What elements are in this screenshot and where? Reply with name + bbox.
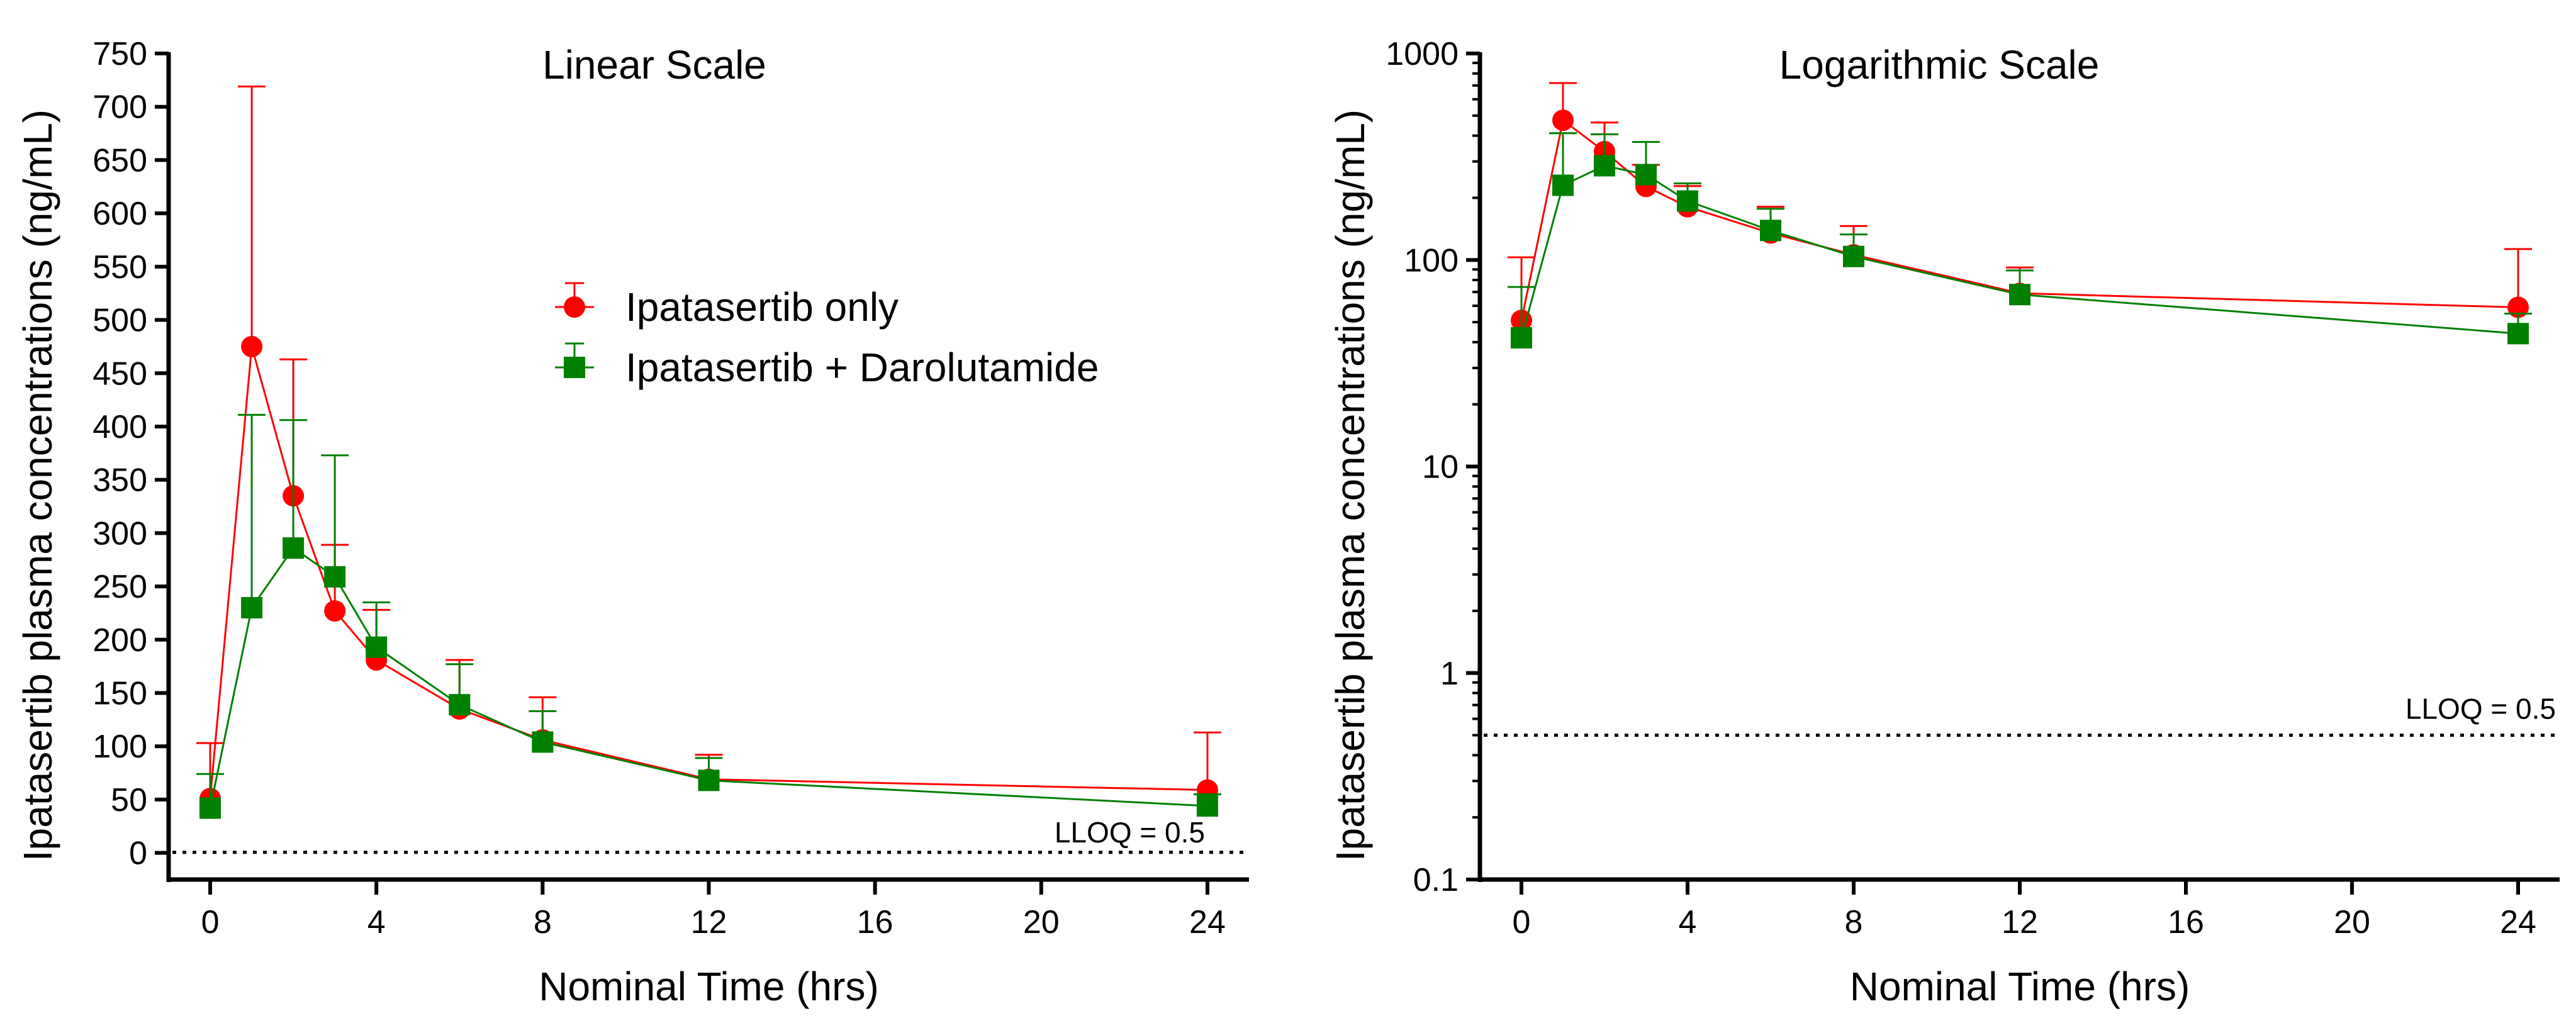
data-point bbox=[324, 566, 346, 588]
legend-label: Ipatasertib + Darolutamide bbox=[625, 345, 1099, 390]
x-axis-title: Nominal Time (hrs) bbox=[1850, 964, 2190, 1009]
x-tick-label: 0 bbox=[1513, 904, 1531, 941]
y-tick-label: 550 bbox=[92, 249, 147, 286]
data-point bbox=[449, 694, 471, 716]
y-tick-label: 0.1 bbox=[1413, 862, 1459, 898]
x-tick-label: 8 bbox=[1845, 904, 1863, 941]
x-tick-label: 8 bbox=[534, 904, 552, 941]
data-point bbox=[532, 731, 554, 753]
y-tick-label: 250 bbox=[92, 569, 147, 605]
x-axis-title: Nominal Time (hrs) bbox=[539, 964, 879, 1009]
data-point bbox=[241, 596, 263, 618]
x-tick-label: 4 bbox=[1679, 904, 1697, 941]
x-tick-label: 20 bbox=[1023, 904, 1060, 941]
lloq-label: LLOQ = 0.5 bbox=[1055, 816, 1205, 849]
data-point bbox=[199, 797, 221, 819]
y-tick-label: 350 bbox=[92, 462, 147, 499]
y-tick-label: 50 bbox=[111, 782, 147, 818]
series-line bbox=[209, 346, 1208, 799]
data-point bbox=[366, 636, 388, 658]
x-tick-label: 16 bbox=[2168, 904, 2204, 941]
x-tick-label: 16 bbox=[857, 904, 893, 941]
series-line bbox=[1520, 164, 2519, 338]
y-tick-label: 100 bbox=[1404, 242, 1459, 279]
x-tick-label: 20 bbox=[2334, 904, 2370, 941]
lloq-label: LLOQ = 0.5 bbox=[2405, 693, 2556, 725]
y-tick-label: 100 bbox=[92, 729, 147, 765]
y-tick-label: 450 bbox=[92, 355, 147, 392]
x-tick-label: 12 bbox=[691, 904, 727, 941]
y-tick-label: 400 bbox=[92, 409, 147, 445]
y-tick-label: 500 bbox=[92, 303, 147, 339]
y-tick-label: 750 bbox=[92, 36, 147, 72]
panel-title: Logarithmic Scale bbox=[1779, 42, 2100, 87]
y-tick-label: 1000 bbox=[1386, 36, 1459, 72]
data-point bbox=[1843, 245, 1864, 267]
data-point bbox=[1552, 174, 1574, 196]
x-tick-label: 0 bbox=[201, 904, 220, 941]
data-point bbox=[1552, 109, 1574, 131]
y-tick-label: 600 bbox=[92, 196, 147, 232]
linear-scale-panel: 0501001502002503003504004505005506006507… bbox=[15, 36, 1249, 1009]
data-point bbox=[2507, 323, 2529, 345]
y-tick-label: 650 bbox=[92, 142, 147, 179]
series-ipatasertib-darolutamide bbox=[1508, 132, 2532, 349]
data-point bbox=[1677, 190, 1698, 212]
x-tick-label: 12 bbox=[2002, 904, 2038, 941]
data-point bbox=[2009, 284, 2030, 306]
log-scale-panel: 0.1 1 10 100 1000 0 4 8 12 16 20 24 Nominal Time (hr… bbox=[1328, 36, 2560, 1009]
x-tick-label: 24 bbox=[1189, 904, 1226, 941]
legend: Ipatasertib only Ipatasertib + Darolutami… bbox=[555, 282, 1099, 390]
legend-label: Ipatasertib only bbox=[625, 284, 899, 330]
data-point bbox=[698, 769, 720, 791]
y-axis-title: Ipatasertib plasma concentrations (ng/mL… bbox=[1328, 109, 1373, 861]
y-axis-title: Ipatasertib plasma concentrations (ng/mL… bbox=[15, 109, 60, 861]
data-point bbox=[283, 537, 305, 559]
y-tick-label: 1 bbox=[1440, 656, 1459, 692]
data-point bbox=[1760, 220, 1781, 242]
x-tick-label: 24 bbox=[2500, 904, 2536, 941]
y-tick-label: 0 bbox=[129, 835, 147, 872]
y-tick-label: 150 bbox=[92, 676, 147, 712]
y-tick-label: 700 bbox=[92, 89, 147, 126]
data-point bbox=[1594, 155, 1615, 177]
data-point bbox=[1635, 164, 1657, 186]
y-tick-label: 10 bbox=[1422, 449, 1459, 486]
series-ipatasertib-only bbox=[196, 86, 1221, 810]
y-tick-label: 300 bbox=[92, 515, 147, 552]
x-tick-label: 4 bbox=[367, 904, 386, 941]
data-point bbox=[1511, 327, 1532, 349]
data-point bbox=[324, 600, 346, 622]
data-point bbox=[1196, 795, 1218, 817]
y-tick-label: 200 bbox=[92, 622, 147, 659]
data-point bbox=[241, 335, 263, 357]
data-point bbox=[2507, 296, 2529, 318]
panel-title: Linear Scale bbox=[542, 42, 766, 87]
series-ipatasertib-darolutamide bbox=[196, 413, 1221, 819]
